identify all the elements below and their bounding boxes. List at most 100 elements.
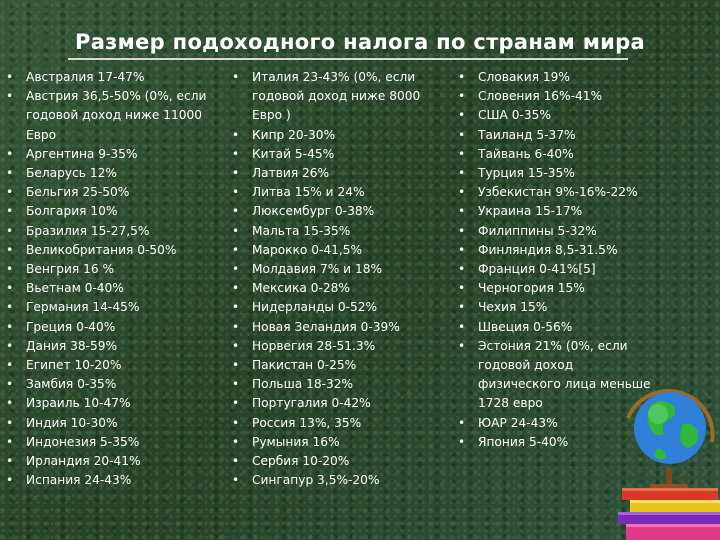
- country-tax-item: • Аргентина 9-35%: [6, 145, 231, 164]
- bullet-icon: •: [458, 146, 466, 161]
- country-tax-text: Польша 18-32%: [252, 377, 354, 392]
- bullet-icon: •: [232, 70, 240, 84]
- country-tax-item: • Люксембург 0-38%: [232, 202, 460, 221]
- bullet-icon: •: [458, 262, 466, 277]
- bullet-icon: •: [6, 70, 14, 84]
- country-tax-text: Эстония 21% (0%, если годовой доход физи…: [478, 338, 651, 411]
- bullet-icon: •: [232, 319, 240, 334]
- bullet-icon: •: [232, 473, 240, 488]
- bullet-icon: •: [458, 204, 466, 219]
- country-tax-text: Сербия 10-20%: [252, 454, 350, 469]
- country-tax-item: • Великобритания 0-50%: [6, 241, 231, 260]
- country-tax-item: • Россия 13%, 35%: [232, 414, 460, 433]
- bullet-icon: •: [6, 89, 14, 104]
- country-tax-text: Швеция 0-56%: [478, 319, 573, 334]
- country-tax-item: • Молдавия 7% и 18%: [232, 260, 460, 279]
- country-tax-text: Румыния 16%: [252, 434, 340, 449]
- bullet-icon: •: [232, 223, 240, 238]
- country-tax-item: • Египет 10-20%: [6, 356, 231, 375]
- country-tax-text: Австралия 17-47%: [26, 70, 145, 84]
- country-tax-text: Турция 15-35%: [478, 166, 575, 181]
- bullet-icon: •: [458, 242, 466, 257]
- bullet-icon: •: [6, 204, 14, 219]
- country-tax-text: Таиланд 5-37%: [478, 127, 576, 142]
- bullet-icon: •: [6, 454, 14, 469]
- country-tax-item: • Новая Зеландия 0-39%: [232, 318, 460, 337]
- country-tax-text: Италия 23-43% (0%, если годовой доход ни…: [252, 70, 421, 123]
- country-tax-item: • Ирландия 20-41%: [6, 452, 231, 471]
- country-tax-item: • Пакистан 0-25%: [232, 356, 460, 375]
- bullet-icon: •: [232, 396, 240, 411]
- bullet-icon: •: [458, 338, 466, 353]
- country-tax-text: Мальта 15-35%: [252, 223, 351, 238]
- country-tax-item: • Франция 0-41%[5]: [458, 260, 678, 279]
- country-tax-text: Вьетнам 0-40%: [26, 281, 124, 296]
- bullet-icon: •: [232, 454, 240, 469]
- bullet-icon: •: [6, 242, 14, 257]
- country-tax-item: • Сингапур 3,5%-20%: [232, 471, 460, 490]
- country-tax-text: Австрия 36,5-50% (0%, если годовой доход…: [26, 89, 207, 142]
- country-tax-item: • Китай 5-45%: [232, 145, 460, 164]
- country-tax-text: Замбия 0-35%: [26, 377, 117, 392]
- country-tax-text: Греция 0-40%: [26, 319, 116, 334]
- country-tax-item: • Польша 18-32%: [232, 375, 460, 394]
- country-tax-item: • Мексика 0-28%: [232, 279, 460, 298]
- country-tax-item: • Индия 10-30%: [6, 414, 231, 433]
- country-tax-text: Болгария 10%: [26, 204, 118, 219]
- country-tax-text: Нидерланды 0-52%: [252, 300, 378, 315]
- bullet-icon: •: [6, 396, 14, 411]
- country-tax-text: Франция 0-41%[5]: [478, 262, 596, 277]
- bullet-icon: •: [232, 377, 240, 392]
- country-tax-item: • Сербия 10-20%: [232, 452, 460, 471]
- country-tax-text: Япония 5-40%: [478, 434, 569, 449]
- bullet-icon: •: [6, 166, 14, 181]
- bullet-icon: •: [6, 300, 14, 315]
- country-tax-text: Узбекистан 9%-16%-22%: [478, 185, 638, 200]
- bullet-icon: •: [6, 223, 14, 238]
- country-tax-item: • Болгария 10%: [6, 202, 231, 221]
- country-tax-item: • Турция 15-35%: [458, 164, 678, 183]
- country-tax-text: Индонезия 5-35%: [26, 434, 140, 449]
- country-tax-item: • Таиланд 5-37%: [458, 126, 678, 145]
- country-tax-text: Индия 10-30%: [26, 415, 118, 430]
- bullet-icon: •: [6, 415, 14, 430]
- country-tax-item: • Испания 24-43%: [6, 471, 231, 490]
- country-tax-text: ЮАР 24-43%: [478, 415, 558, 430]
- globe-stand-icon: [666, 468, 672, 488]
- country-tax-item: • Австрия 36,5-50% (0%, если годовой дохо…: [6, 87, 231, 145]
- globe-and-books-illustration: [618, 389, 720, 540]
- country-tax-item: • Бразилия 15-27,5%: [6, 222, 231, 241]
- country-tax-item: • Индонезия 5-35%: [6, 433, 231, 452]
- bullet-icon: •: [458, 223, 466, 238]
- country-tax-text: Португалия 0-42%: [252, 396, 371, 411]
- bullet-icon: •: [458, 434, 466, 449]
- country-tax-item: • Бельгия 25-50%: [6, 183, 231, 202]
- country-tax-item: • Италия 23-43% (0%, если годовой доход н…: [232, 68, 460, 126]
- bullet-icon: •: [6, 434, 14, 449]
- country-tax-text: Молдавия 7% и 18%: [252, 262, 383, 277]
- country-tax-text: Великобритания 0-50%: [26, 242, 177, 257]
- country-tax-text: Бельгия 25-50%: [26, 185, 130, 200]
- country-tax-text: Египет 10-20%: [26, 358, 122, 373]
- country-tax-text: Люксембург 0-38%: [252, 204, 375, 219]
- country-tax-item: • Израиль 10-47%: [6, 394, 231, 413]
- country-tax-text: Дания 38-59%: [26, 338, 118, 353]
- bullet-icon: •: [232, 262, 240, 277]
- country-tax-item: • Румыния 16%: [232, 433, 460, 452]
- country-column-3: • Словакия 19% • Словения 16%-41% • США 0-35%…: [458, 68, 678, 452]
- country-tax-item: • Финляндия 8,5-31.5%: [458, 241, 678, 260]
- country-tax-item: • Украина 15-17%: [458, 202, 678, 221]
- bullet-icon: •: [458, 127, 466, 142]
- country-tax-text: Сингапур 3,5%-20%: [252, 473, 380, 488]
- bullet-icon: •: [458, 300, 466, 315]
- country-tax-text: Словения 16%-41%: [478, 89, 603, 104]
- country-tax-text: Черногория 15%: [478, 281, 585, 296]
- country-tax-text: Марокко 0-41,5%: [252, 242, 363, 257]
- country-tax-text: Филиппины 5-32%: [478, 223, 597, 238]
- title-underline: [68, 58, 628, 60]
- bullet-icon: •: [232, 300, 240, 315]
- country-tax-text: Чехия 15%: [478, 300, 548, 315]
- country-tax-text: Мексика 0-28%: [252, 281, 350, 296]
- bullet-icon: •: [232, 242, 240, 257]
- country-tax-item: • Литва 15% и 24%: [232, 183, 460, 202]
